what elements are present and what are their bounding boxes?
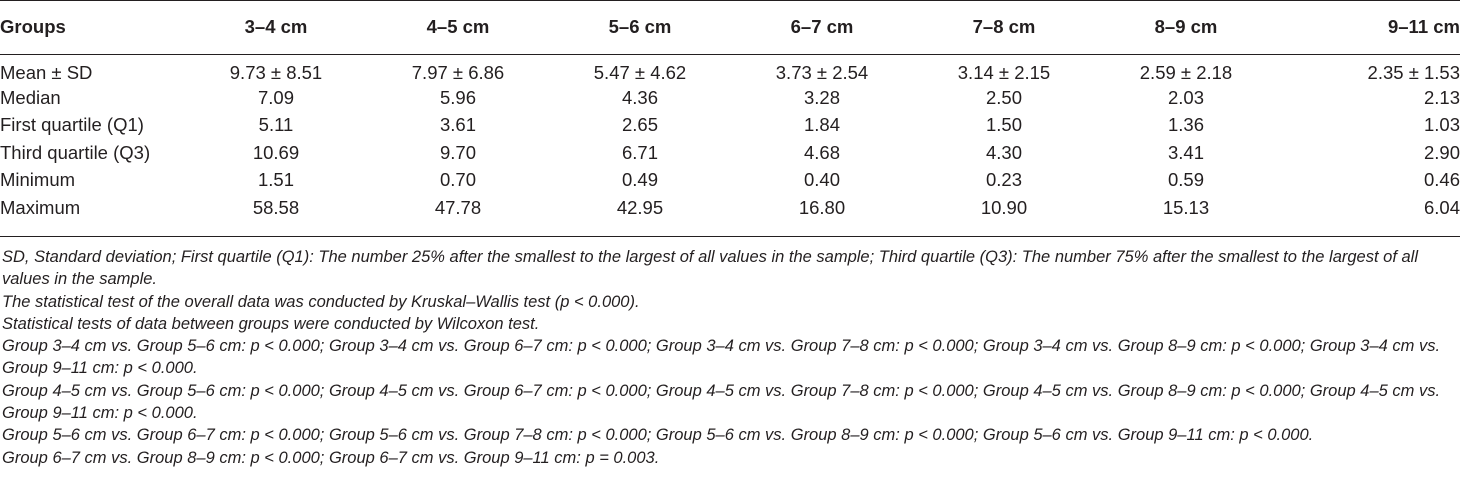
row-label: Median [0, 86, 61, 108]
row-label: Third quartile (Q3) [0, 141, 151, 163]
row-label: Maximum [0, 196, 81, 218]
header-row: Groups 3–4 cm 4–5 cm 5–6 cm 6–7 cm 7–8 c… [0, 0, 1460, 54]
table-top-rule [0, 0, 1460, 1]
table-cell: 1.36 [1167, 114, 1204, 136]
table-cell: 2.65 [621, 114, 658, 136]
table-cell: 6.04 [1423, 196, 1460, 218]
table-row: Median 7.09 5.96 4.36 3.28 2.50 2.03 2.1… [0, 84, 1460, 112]
statistics-table: Groups 3–4 cm 4–5 cm 5–6 cm 6–7 cm 7–8 c… [0, 0, 1460, 222]
column-header: 5–6 cm [608, 16, 672, 37]
table-footnotes: SD, Standard deviation; First quartile (… [2, 246, 1458, 469]
table-bottom-rule [0, 236, 1460, 237]
table-cell: 7.09 [257, 86, 294, 108]
table-cell: 6.71 [621, 141, 658, 163]
table-cell: 3.14 ± 2.15 [957, 62, 1051, 83]
table-row: First quartile (Q1) 5.11 3.61 2.65 1.84 … [0, 112, 1460, 140]
row-label: Minimum [0, 169, 76, 191]
table-cell: 5.47 ± 4.62 [593, 62, 687, 83]
column-header: 4–5 cm [426, 16, 490, 37]
table-cell: 0.59 [1167, 169, 1204, 191]
column-header: 6–7 cm [790, 16, 854, 37]
footnote: SD, Standard deviation; First quartile (… [2, 248, 1419, 289]
column-header: Groups [0, 16, 66, 37]
table-cell: 3.41 [1167, 141, 1204, 163]
table-cell: 1.03 [1423, 114, 1460, 136]
table-cell: 2.50 [985, 86, 1022, 108]
table-cell: 4.68 [803, 141, 840, 163]
footnote: The statistical test of the overall data… [2, 292, 640, 311]
table-cell: 0.23 [985, 169, 1022, 191]
column-header: 3–4 cm [244, 16, 308, 37]
table-cell: 2.90 [1423, 141, 1460, 163]
table-cell: 15.13 [1162, 196, 1210, 218]
column-header: 9–11 cm [1387, 16, 1460, 37]
table-cell: 3.61 [439, 114, 476, 136]
table-cell: 0.40 [803, 169, 840, 191]
row-label: Mean ± SD [0, 62, 93, 83]
row-label: First quartile (Q1) [0, 114, 144, 136]
table-cell: 10.90 [980, 196, 1028, 218]
column-header: 8–9 cm [1154, 16, 1218, 37]
table-cell: 2.13 [1423, 86, 1460, 108]
table-cell: 7.97 ± 6.86 [411, 62, 505, 83]
table-cell: 0.46 [1423, 169, 1460, 191]
table-cell: 5.11 [258, 114, 294, 136]
footnote: Statistical tests of data between groups… [2, 314, 540, 333]
table-cell: 1.51 [257, 169, 294, 191]
table-row: Maximum 58.58 47.78 42.95 16.80 10.90 15… [0, 194, 1460, 222]
table-cell: 2.35 ± 1.53 [1367, 62, 1460, 83]
table-cell: 5.96 [439, 86, 476, 108]
table-row: Minimum 1.51 0.70 0.49 0.40 0.23 0.59 0.… [0, 167, 1460, 195]
table-cell: 47.78 [434, 196, 482, 218]
table-cell: 42.95 [616, 196, 664, 218]
table-row: Mean ± SD 9.73 ± 8.51 7.97 ± 6.86 5.47 ±… [0, 54, 1460, 84]
table-cell: 9.70 [439, 141, 476, 163]
table-cell: 1.84 [803, 114, 840, 136]
table-cell: 4.30 [985, 141, 1022, 163]
footnote: Group 6–7 cm vs. Group 8–9 cm: p < 0.000… [2, 448, 660, 467]
footnote: Group 3–4 cm vs. Group 5–6 cm: p < 0.000… [2, 337, 1441, 378]
table-cell: 4.36 [621, 86, 658, 108]
table-cell: 10.69 [252, 141, 300, 163]
table-cell: 9.73 ± 8.51 [229, 62, 323, 83]
header-rule [0, 54, 1460, 55]
table-cell: 16.80 [798, 196, 846, 218]
column-header: 7–8 cm [972, 16, 1036, 37]
table-cell: 3.73 ± 2.54 [775, 62, 869, 83]
table-cell: 3.28 [803, 86, 840, 108]
table-cell: 2.03 [1167, 86, 1204, 108]
table-cell: 58.58 [252, 196, 300, 218]
table-cell: 2.59 ± 2.18 [1139, 62, 1233, 83]
table-cell: 0.70 [439, 169, 476, 191]
table-cell: 0.49 [621, 169, 658, 191]
table-cell: 1.50 [985, 114, 1022, 136]
footnote: Group 5–6 cm vs. Group 6–7 cm: p < 0.000… [2, 426, 1314, 445]
footnote: Group 4–5 cm vs. Group 5–6 cm: p < 0.000… [2, 381, 1441, 423]
table-row: Third quartile (Q3) 10.69 9.70 6.71 4.68… [0, 139, 1460, 167]
